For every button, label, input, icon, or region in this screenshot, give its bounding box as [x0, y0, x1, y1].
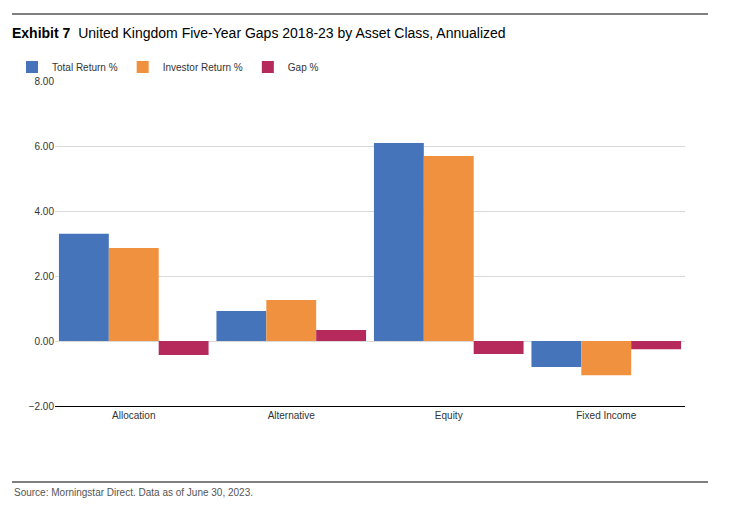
svg-text:−2.00: −2.00 — [29, 401, 55, 412]
svg-text:Exhibit 7 United Kingdom Five: Exhibit 7 United Kingdom Five-Year Gaps … — [12, 25, 506, 41]
svg-text:Fixed Income: Fixed Income — [576, 410, 636, 421]
svg-text:Gap %: Gap % — [288, 62, 319, 73]
svg-text:Alternative: Alternative — [268, 410, 316, 421]
svg-text:4.00: 4.00 — [35, 206, 55, 217]
svg-text:6.00: 6.00 — [35, 141, 55, 152]
svg-text:8.00: 8.00 — [35, 76, 55, 87]
svg-text:Source: Morningstar Direct. Da: Source: Morningstar Direct. Data as of J… — [14, 487, 253, 498]
svg-text:0.00: 0.00 — [35, 336, 55, 347]
svg-text:Allocation: Allocation — [112, 410, 155, 421]
svg-text:Equity: Equity — [435, 410, 463, 421]
svg-text:Total Return %: Total Return % — [52, 62, 118, 73]
svg-text:2.00: 2.00 — [35, 271, 55, 282]
svg-text:Investor Return %: Investor Return % — [163, 62, 243, 73]
